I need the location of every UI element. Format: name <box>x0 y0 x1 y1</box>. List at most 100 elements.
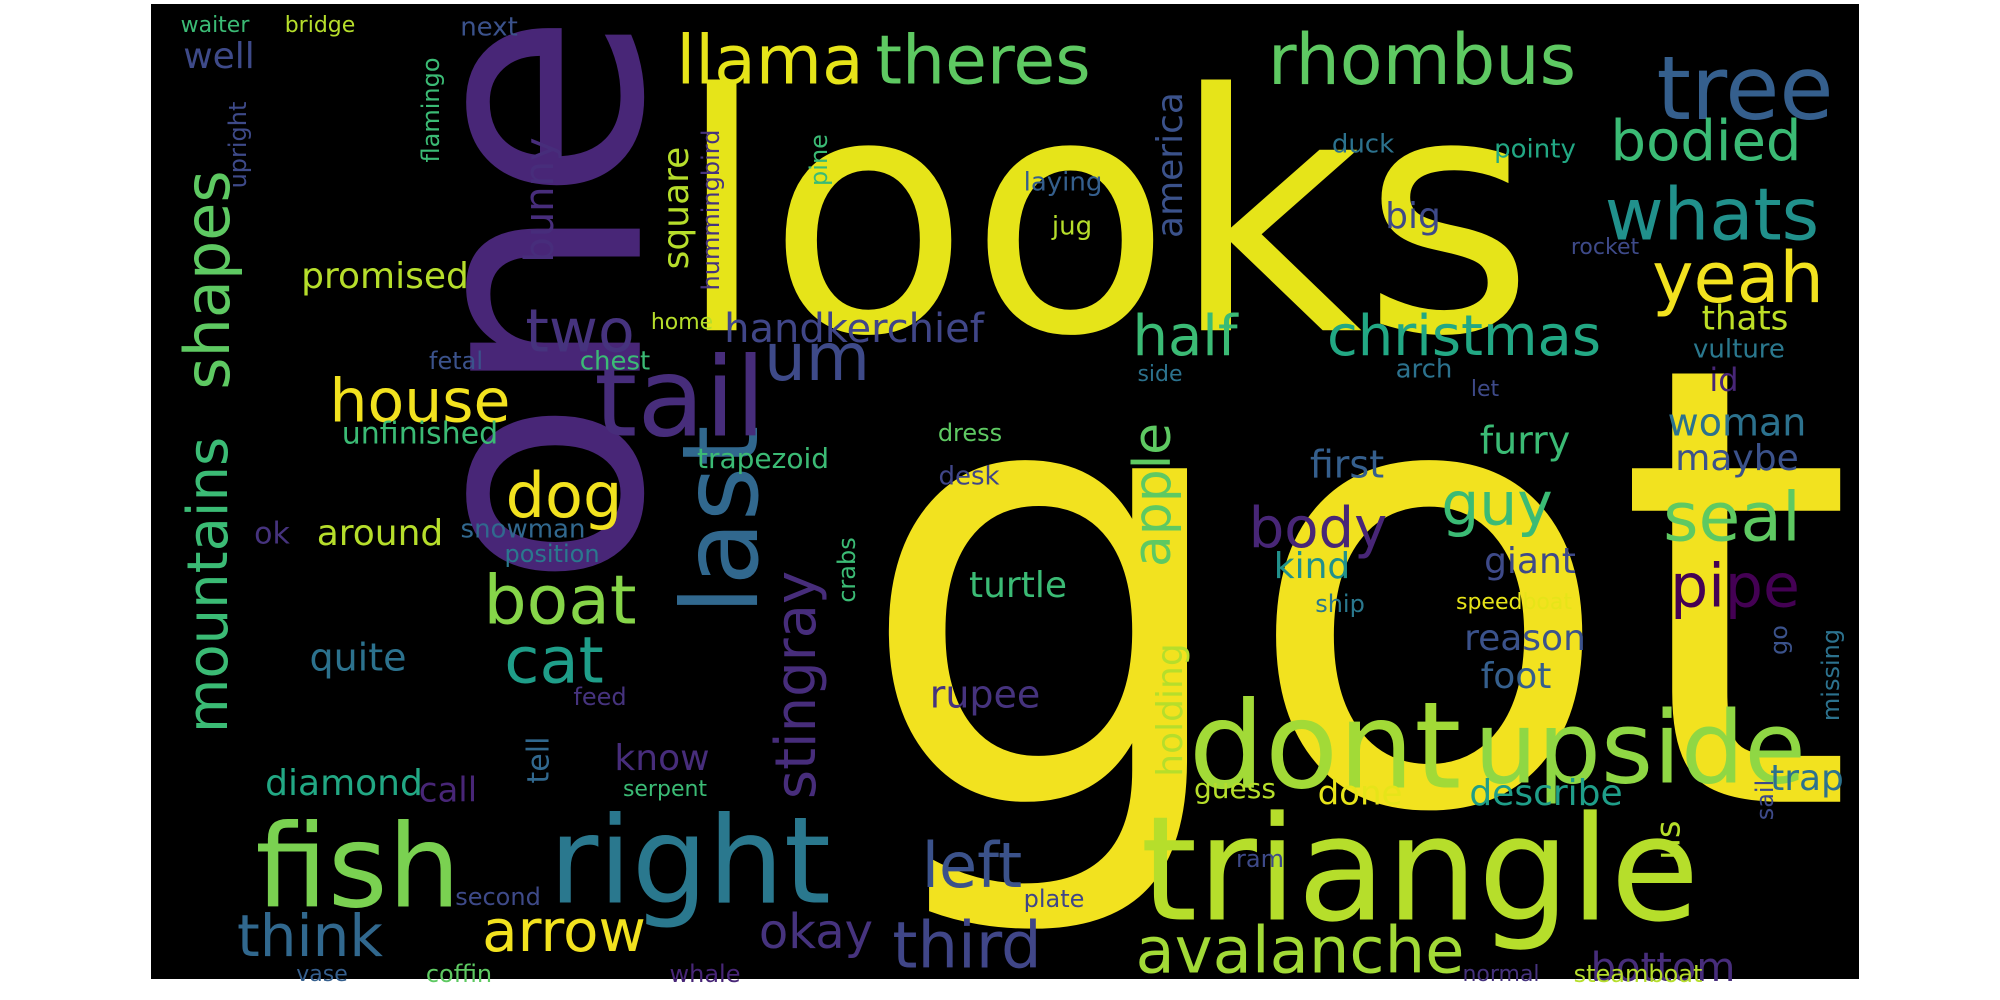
word-two: two <box>525 297 634 367</box>
word-let: let <box>1471 377 1500 402</box>
word-handkerchief: handkerchief <box>724 306 985 352</box>
word-id: id <box>1709 361 1738 399</box>
word-looks: looks <box>676 24 1535 408</box>
word-shapes: shapes <box>171 170 244 389</box>
word-arch: arch <box>1396 355 1453 385</box>
word-rhombus: rhombus <box>1268 19 1576 101</box>
word-bottom: bottom <box>1591 945 1736 991</box>
word-describe: describe <box>1469 773 1622 814</box>
word-avalanche: avalanche <box>1136 915 1465 989</box>
word-mountains: mountains <box>176 437 241 733</box>
word-vase: vase <box>296 962 348 987</box>
word-desk: desk <box>938 462 999 492</box>
word-steamboat: steamboat <box>1574 960 1703 988</box>
word-promised: promised <box>301 256 469 297</box>
word-snowman: snowman <box>461 515 586 545</box>
word-us: us <box>1649 820 1689 859</box>
word-giant: giant <box>1484 541 1576 582</box>
word-reason: reason <box>1464 618 1586 659</box>
word-rocket: rocket <box>1571 235 1640 260</box>
word-left: left <box>922 829 1022 902</box>
word-fish: fish <box>255 801 460 935</box>
word-thats: thats <box>1702 299 1789 339</box>
word-half: half <box>1132 304 1238 369</box>
word-unfinished: unfinished <box>342 417 498 452</box>
word-fetal: fetal <box>429 347 483 375</box>
word-dont: dont <box>1189 678 1462 817</box>
word-apple: apple <box>1123 423 1183 567</box>
word-upright: upright <box>224 102 252 189</box>
word-ok: ok <box>254 517 290 552</box>
word-know: know <box>614 738 709 779</box>
word-duck: duck <box>1332 130 1394 160</box>
word-one: one <box>353 12 714 589</box>
word-vulture: vulture <box>1693 335 1785 365</box>
word-got: got <box>855 236 1855 946</box>
word-arrow: arrow <box>482 897 646 965</box>
word-bunny: bunny <box>517 137 563 262</box>
word-second: second <box>455 883 541 911</box>
word-jug: jug <box>1051 212 1092 242</box>
word-maybe: maybe <box>1675 438 1798 479</box>
word-next: next <box>460 13 518 43</box>
word-side: side <box>1137 362 1182 387</box>
word-diamond: diamond <box>265 763 423 804</box>
word-think: think <box>237 902 383 970</box>
word-okay: okay <box>759 904 873 960</box>
word-plate: plate <box>1024 885 1085 913</box>
word-crabs: crabs <box>833 537 861 603</box>
word-dress: dress <box>938 419 1002 447</box>
word-cat: cat <box>504 625 604 699</box>
word-guy: guy <box>1441 470 1553 540</box>
word-yeah: yeah <box>1652 237 1824 319</box>
word-triangle: triangle <box>1140 786 1699 955</box>
word-laying: laying <box>1024 168 1103 198</box>
word-trap: trap <box>1770 758 1844 799</box>
word-trapezoid: trapezoid <box>697 442 829 475</box>
word-llama: llama <box>676 22 863 101</box>
word-waiter: waiter <box>181 13 251 38</box>
word-guess: guess <box>1194 772 1276 805</box>
word-hummingbird: hummingbird <box>697 130 725 291</box>
word-upside: upside <box>1474 689 1806 806</box>
word-coffin: coffin <box>426 960 492 988</box>
word-call: call <box>419 771 477 811</box>
word-bodied: bodied <box>1611 109 1802 174</box>
word-house: house <box>330 367 511 437</box>
word-cloud-background <box>151 4 1859 979</box>
word-well: well <box>183 36 255 77</box>
word-tail: tail <box>594 333 766 461</box>
word-flamingo: flamingo <box>417 58 445 163</box>
word-body: body <box>1249 496 1388 561</box>
word-theres: theres <box>875 22 1090 101</box>
word-square: square <box>656 147 697 270</box>
word-tell: tell <box>522 737 557 784</box>
word-turtle: turtle <box>969 565 1067 606</box>
word-foot: foot <box>1481 656 1552 697</box>
word-right: right <box>549 793 831 932</box>
word-pine: pine <box>805 134 833 186</box>
word-rupee: rupee <box>930 673 1041 717</box>
word-ship: ship <box>1315 590 1365 618</box>
word-ram: ram <box>1236 845 1284 873</box>
word-done: done <box>1318 774 1403 814</box>
word-around: around <box>317 513 444 554</box>
word-pipe: pipe <box>1670 552 1800 622</box>
word-missing: missing <box>1817 629 1845 721</box>
word-christmas: christmas <box>1327 304 1601 369</box>
word-big: big <box>1385 196 1441 237</box>
word-position: position <box>504 540 599 568</box>
word-boat: boat <box>483 562 636 641</box>
word-pointy: pointy <box>1494 135 1576 165</box>
word-speedboat: speedboat <box>1456 590 1572 615</box>
word-last: last <box>660 425 782 614</box>
word-bridge: bridge <box>285 13 356 38</box>
word-quite: quite <box>309 636 406 680</box>
word-sail: sail <box>1751 780 1779 821</box>
word-stingray: stingray <box>764 571 829 799</box>
word-dog: dog <box>506 459 623 532</box>
word-tree: tree <box>1656 37 1833 140</box>
word-feed: feed <box>573 683 626 711</box>
